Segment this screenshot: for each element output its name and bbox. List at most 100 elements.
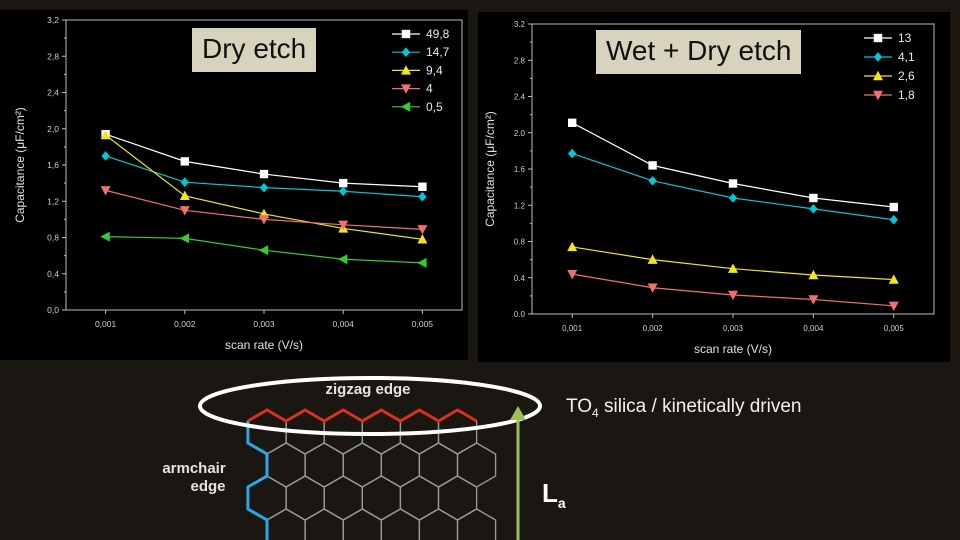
hexagon-cell — [304, 508, 344, 540]
x-axis-label: scan rate (V/s) — [694, 342, 772, 356]
chart-title-dry-etch: Dry etch — [192, 28, 317, 72]
data-point — [258, 245, 269, 256]
legend-label: 0,5 — [426, 100, 443, 114]
legend-marker — [873, 70, 883, 81]
data-point — [889, 214, 898, 225]
data-point — [338, 220, 349, 231]
y-tick-label: 1,6 — [47, 160, 59, 170]
series-49-8 — [101, 129, 427, 191]
series-13 — [568, 118, 898, 212]
data-point — [728, 193, 738, 203]
data-point — [180, 177, 189, 188]
series-line — [572, 246, 894, 281]
hexagon-cell — [456, 508, 497, 540]
chart-panel-wet-dry-etch: 0.0 0.4 0.8 1.2 1.6 2.0 2.4 2.8 3.2 0,001 0,002 0,0… — [478, 12, 950, 362]
data-point — [101, 151, 110, 161]
legend-marker — [400, 101, 411, 112]
data-point — [888, 274, 899, 284]
hexagon-cell — [380, 508, 421, 540]
hexagon-cell — [285, 475, 325, 521]
y-tick-label: 1.6 — [514, 165, 526, 174]
caption-rest: silica / kinetically driven — [598, 396, 802, 417]
data-point — [180, 157, 189, 166]
data-point — [889, 202, 898, 212]
data-point — [100, 231, 110, 242]
y-tick-label: 3.2 — [514, 20, 526, 29]
x-tick-label: 0,003 — [723, 324, 744, 333]
y-tick-label: 2.0 — [514, 129, 526, 138]
data-point — [728, 179, 738, 188]
hexagon-cell — [342, 442, 382, 488]
data-point — [179, 233, 189, 244]
to4-silica-caption: TO4 silica / kinetically driven — [566, 396, 801, 420]
y-tick-label: 1,2 — [47, 196, 59, 206]
hexagon-cell — [418, 442, 459, 488]
data-point — [809, 204, 818, 214]
la-arrow-head — [510, 406, 526, 420]
legend-label: 14,7 — [426, 45, 450, 59]
y-tick-label: 2,8 — [47, 51, 59, 61]
hexagon-cell — [437, 475, 478, 521]
legend-marker — [873, 90, 883, 101]
data-point — [417, 225, 428, 235]
y-tick-label: 0.8 — [514, 238, 526, 247]
series-0-5 — [100, 231, 427, 268]
data-point — [338, 254, 348, 265]
legend-label: 2,6 — [898, 69, 915, 83]
chart-dry-etch: 0,0 0,4 0,8 1,2 1,6 2,0 2,4 2,8 3,2 0,001 0,002 0,0… — [13, 15, 463, 352]
x-tick-label: 0,005 — [884, 324, 905, 333]
series-line — [105, 133, 423, 188]
y-tick-label: 0,8 — [47, 233, 59, 243]
y-tick-label: 2.8 — [514, 56, 526, 65]
x-tick-label: 0,004 — [333, 319, 355, 329]
hexagon-cell — [418, 508, 459, 540]
armchair-edge-label-line2: edge — [190, 478, 225, 495]
y-tick-label: 2.4 — [514, 93, 526, 102]
y-tick-label: 0.4 — [514, 274, 526, 283]
x-tick-label: 0,001 — [562, 324, 583, 333]
data-point — [648, 161, 657, 170]
data-point — [647, 283, 658, 293]
data-point — [100, 129, 111, 140]
legend-marker — [401, 47, 411, 57]
hexagon-cell — [304, 442, 344, 488]
x-tick-label: 0,001 — [95, 319, 117, 329]
armchair-edge-label-line1: armchair — [162, 460, 226, 477]
series-4 — [100, 186, 428, 235]
legend-marker — [401, 65, 411, 75]
y-tick-label: 0.0 — [514, 310, 526, 319]
data-point — [339, 186, 348, 197]
la-subscript: a — [557, 495, 566, 512]
x-axis-label: scan rate (V/s) — [225, 338, 303, 352]
hexagon-cell — [266, 508, 306, 540]
data-point — [728, 290, 738, 301]
data-point — [888, 301, 899, 312]
chart-wet-dry-etch: 0.0 0.4 0.8 1.2 1.6 2.0 2.4 2.8 3.2 0,001 0,002 0,0… — [483, 20, 935, 356]
series-1-8 — [567, 269, 899, 312]
data-point — [808, 269, 819, 280]
data-point — [568, 118, 577, 127]
y-tick-label: 2,4 — [47, 88, 59, 98]
data-point — [417, 257, 427, 268]
legend-marker — [401, 84, 411, 94]
data-point — [417, 234, 428, 244]
hexagon-cell — [399, 475, 440, 521]
x-tick-label: 0,002 — [643, 324, 664, 333]
hexagon-cell — [361, 475, 402, 521]
data-point — [179, 190, 190, 201]
legend-label: 4,1 — [898, 50, 915, 64]
zigzag-edge-label: zigzag edge — [325, 381, 410, 398]
data-point — [647, 254, 658, 264]
legend-label: 13 — [898, 31, 912, 45]
data-point — [808, 295, 819, 305]
legend-label: 1,8 — [898, 88, 915, 102]
data-point — [259, 169, 269, 179]
x-tick-label: 0,004 — [803, 324, 824, 333]
x-tick-label: 0,005 — [412, 319, 434, 329]
la-main: L — [542, 478, 558, 508]
data-point — [567, 269, 578, 280]
legend: 49,8 14,7 9,4 4 0,5 — [392, 27, 450, 114]
graphene-edge-diagram: zigzag edge armchair edge — [162, 376, 542, 540]
caption-subscript: 4 — [592, 405, 599, 420]
data-point — [418, 191, 427, 202]
